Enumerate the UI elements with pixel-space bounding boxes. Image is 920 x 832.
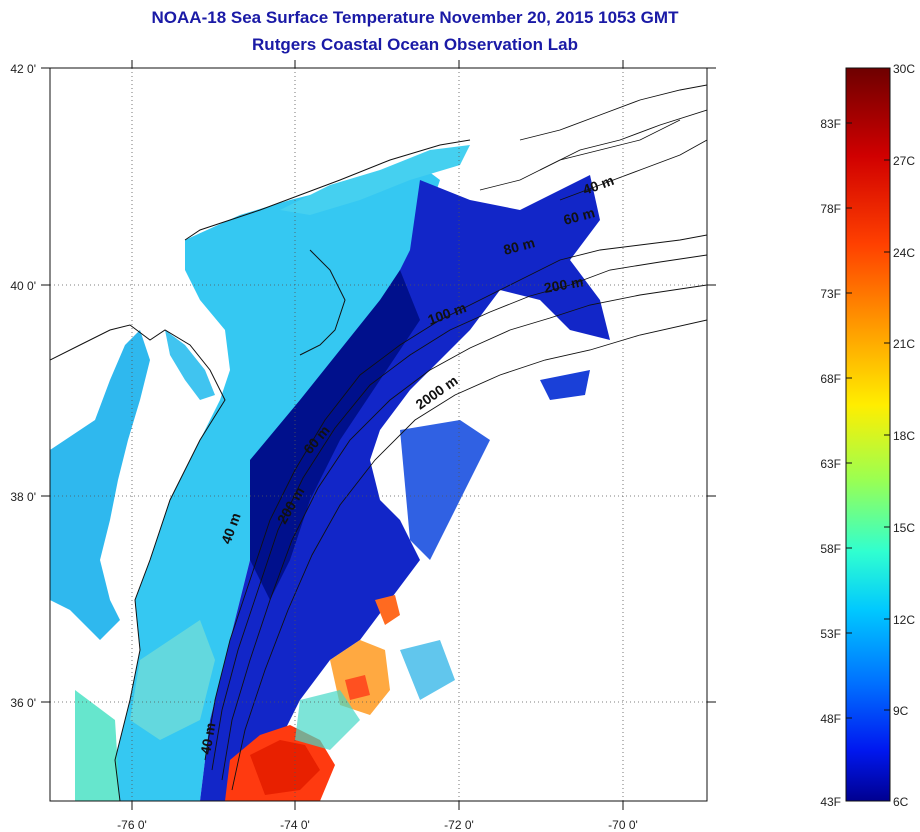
colorbar-ticks <box>846 67 890 719</box>
lon-tick-label: -74 0' <box>280 818 310 832</box>
map-subtitle: Rutgers Coastal Ocean Observation Lab <box>252 35 578 54</box>
fahrenheit-label: 83F <box>820 117 841 131</box>
lat-tick-label: 36 0' <box>10 696 36 710</box>
celsius-label: 9C <box>893 704 909 718</box>
contour-label: 200 m <box>543 273 585 296</box>
fahrenheit-label: 78F <box>820 202 841 216</box>
fahrenheit-label: 68F <box>820 372 841 386</box>
slope-water-sst <box>200 175 610 801</box>
fahrenheit-label: 53F <box>820 627 841 641</box>
lon-tick-label: -70 0' <box>608 818 638 832</box>
celsius-label: 6C <box>893 795 909 809</box>
fahrenheit-label: 73F <box>820 287 841 301</box>
lon-tick-label: -76 0' <box>117 818 147 832</box>
celsius-label: 24C <box>893 246 915 260</box>
graticule <box>50 68 707 801</box>
celsius-label: 27C <box>893 154 915 168</box>
bathymetry-contours <box>204 84 707 791</box>
colorbar-fahrenheit-labels: 83F 78F 73F 68F 63F 58F 53F 48F 43F <box>820 117 841 809</box>
map-panel: 40 m 60 m 80 m 100 m 200 m 2000 m 40 m 6… <box>50 68 707 801</box>
chesapeake-bay-water <box>50 330 150 640</box>
celsius-label: 12C <box>893 613 915 627</box>
celsius-label: 15C <box>893 521 915 535</box>
delaware-bay-water <box>165 330 215 400</box>
lat-tick-label: 40 0' <box>10 279 36 293</box>
fahrenheit-label: 48F <box>820 712 841 726</box>
lat-tick-label: 42 0' <box>10 62 36 76</box>
temperature-colorbar <box>845 67 891 802</box>
map-frame <box>49 67 708 802</box>
celsius-label: 18C <box>893 429 915 443</box>
lat-tick-label: 38 0' <box>10 490 36 504</box>
fahrenheit-label: 63F <box>820 457 841 471</box>
lon-tick-label: -72 0' <box>444 818 474 832</box>
celsius-label: 30C <box>893 62 915 76</box>
fahrenheit-label: 43F <box>820 795 841 809</box>
contour-label: 40 m <box>197 721 218 755</box>
celsius-label: 21C <box>893 337 915 351</box>
colorbar-celsius-labels: 30C 27C 24C 21C 18C 15C 12C 9C 6C <box>893 62 915 809</box>
longitude-labels: -76 0' -74 0' -72 0' -70 0' <box>117 818 638 832</box>
map-ticks <box>41 60 716 810</box>
long-island-sound <box>280 145 470 215</box>
contour-label: 60 m <box>562 204 597 228</box>
latitude-labels: 42 0' 40 0' 38 0' 36 0' <box>10 62 36 710</box>
contour-label: 80 m <box>502 234 537 258</box>
fahrenheit-label: 58F <box>820 542 841 556</box>
coastline <box>50 324 226 801</box>
map-title: NOAA-18 Sea Surface Temperature November… <box>151 8 679 27</box>
